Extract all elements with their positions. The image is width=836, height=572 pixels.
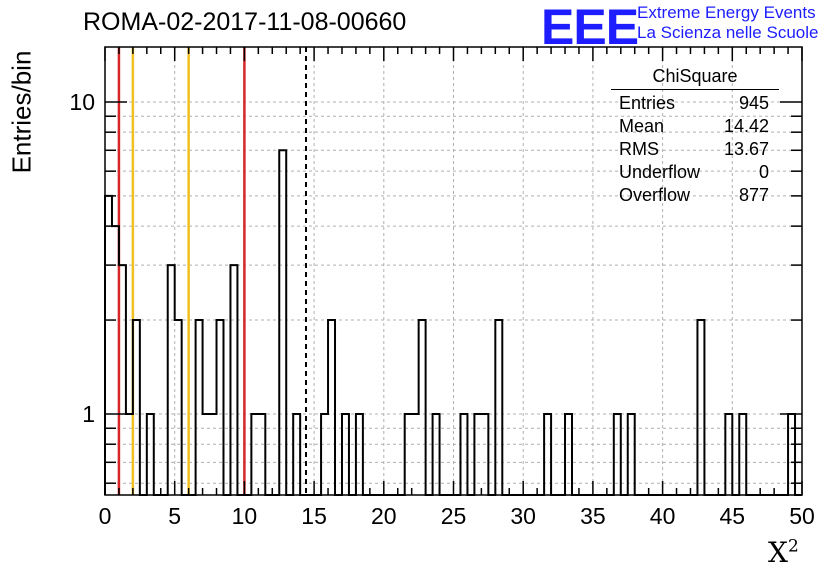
histogram-bin [119,265,126,495]
histogram-bin [433,414,440,495]
histogram-bin [112,226,119,495]
histogram-bin [175,320,182,495]
histogram-bin [342,414,349,495]
y-tick-label: 1 [82,401,95,427]
eee-logo-mark: EEE [541,0,639,55]
x-axis-label-base: X [768,536,788,569]
stats-row: Overflow 877 [619,185,769,208]
stats-title: ChiSquare [611,66,779,90]
histogram-bin [460,414,467,495]
histogram-bin [230,265,237,495]
histogram-bin [251,414,265,495]
stats-value: 13.67 [723,139,769,159]
stats-value: 945 [738,93,769,113]
histogram-bin [356,414,363,495]
stats-box: ChiSquare Entries 945 Mean 14.42 RMS 13.… [611,66,779,207]
x-tick-label: 5 [168,503,181,529]
histogram-bin [565,414,572,495]
histogram-bin [628,414,635,495]
y-axis-label: Entries/bin [6,50,37,174]
x-tick-label: 15 [301,503,327,529]
histogram-bin [168,265,175,495]
x-axis-label-sup: 2 [787,536,799,557]
logo-line-1: Extreme Energy Events [637,3,816,22]
logo-line-2: La Scienza nelle Scuole [637,23,819,42]
histogram-bin [419,320,426,495]
histogram-bin [293,414,300,495]
x-tick-label: 10 [232,503,258,529]
histogram-bin [495,320,502,495]
histogram-bin [697,320,704,495]
y-tick-label: 10 [69,89,95,115]
histogram-bin [474,414,481,495]
stats-label: Entries [619,93,676,113]
stats-row: Mean 14.42 [619,116,769,139]
stats-row: Entries 945 [619,93,769,116]
histogram-bin [126,414,133,495]
x-tick-label: 40 [650,503,676,529]
stats-label: RMS [619,139,659,159]
histogram-bin [544,414,551,495]
stats-label: Underflow [619,162,701,182]
x-tick-label: 45 [720,503,746,529]
stats-value: 877 [738,185,769,205]
histogram-bin [203,414,217,495]
axis-tick-labels: 0 5 10 15 20 25 30 35 40 45 50 1 10 [69,89,814,529]
histogram-bin [328,320,335,495]
stats-label: Mean [619,116,665,136]
histogram-bin [725,414,732,495]
stats-label: Overflow [619,185,691,205]
x-tick-label: 20 [371,503,397,529]
x-tick-label: 30 [510,503,536,529]
histogram-bin [739,414,746,495]
histogram-bin [405,414,419,495]
histogram-bin [321,414,328,495]
x-tick-label: 25 [441,503,467,529]
histogram-bin [217,320,224,495]
chart-title: ROMA-02-2017-11-08-00660 [83,8,407,36]
axis-ticks [104,47,803,495]
histogram-bin [279,150,286,495]
x-tick-label: 35 [580,503,606,529]
histogram-bin [147,414,154,495]
stats-value: 0 [758,162,769,182]
stats-value: 14.42 [723,116,769,136]
reference-lines [117,47,308,495]
histogram-bin [614,414,621,495]
histogram-bin [133,320,140,495]
x-axis-label: X2 [768,536,799,569]
x-tick-label: 0 [99,503,112,529]
x-tick-label: 50 [789,503,815,529]
histogram-bin [481,414,488,495]
stats-row: Underflow 0 [619,162,769,185]
histogram-bin [105,196,112,495]
stats-row: RMS 13.67 [619,139,769,162]
histogram-bin [196,320,203,495]
